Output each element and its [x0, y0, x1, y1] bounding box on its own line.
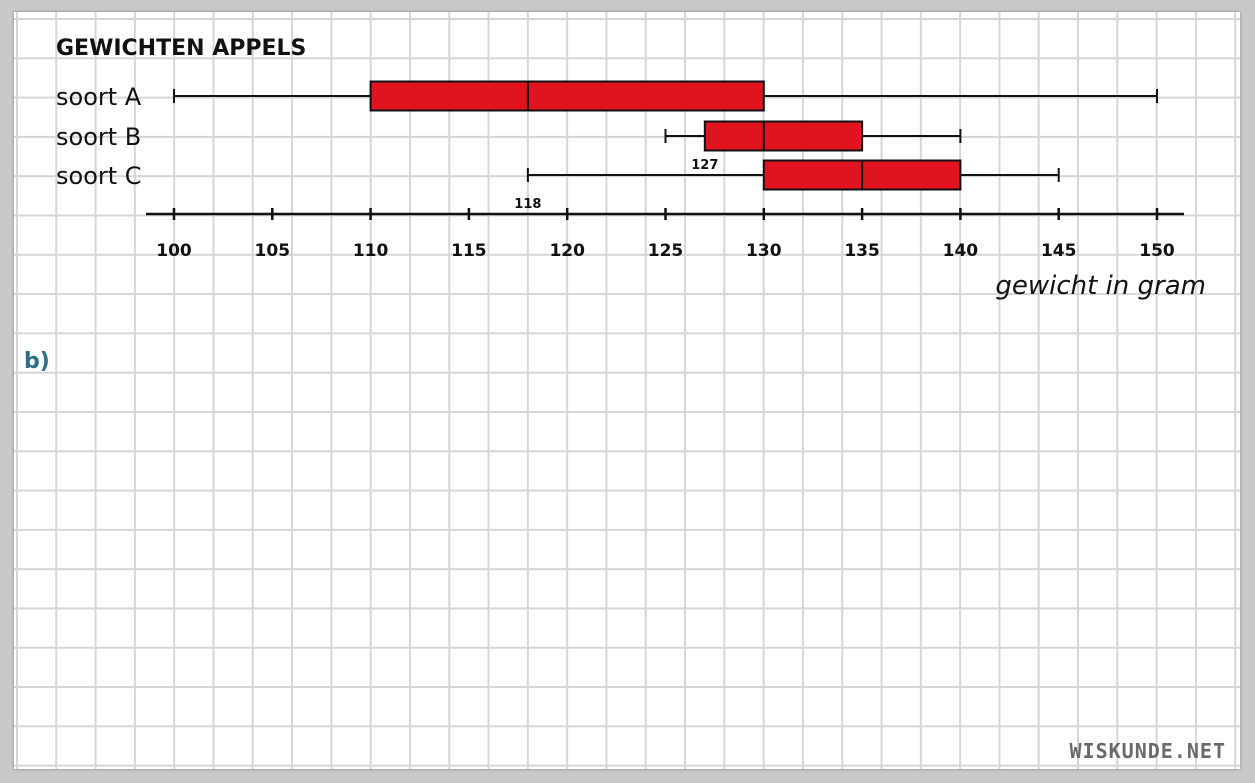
- x-tick-label: 100: [156, 241, 192, 261]
- annotation-label: 118: [514, 197, 541, 212]
- x-tick-label: 150: [1139, 241, 1175, 261]
- soort-a-box: [369, 80, 765, 112]
- x-tick-label: 120: [549, 241, 585, 261]
- x-axis-label: gewicht in gram: [995, 271, 1206, 301]
- x-tick-label: 140: [943, 241, 979, 261]
- x-tick-label: 130: [746, 241, 782, 261]
- soort-b-box: [703, 120, 864, 152]
- grid-paper: GEWICHTEN APPELS 100 105 110 115 120 125 130 13…: [14, 12, 1240, 769]
- x-tick-label: 145: [1041, 241, 1077, 261]
- x-tick-label: 135: [844, 241, 880, 261]
- part-b-label: b): [24, 349, 50, 374]
- watermark: WISKUNDE.NET: [1069, 739, 1226, 763]
- annotation-label: 127: [691, 158, 718, 173]
- chart-title: GEWICHTEN APPELS: [56, 36, 306, 61]
- x-tick-label: 125: [648, 241, 684, 261]
- soort-b-label: soort B: [56, 123, 141, 151]
- soort-c-label: soort C: [56, 162, 142, 190]
- x-tick-label: 105: [255, 241, 291, 261]
- x-tick-label: 115: [451, 241, 487, 261]
- soort-a-label: soort A: [56, 83, 142, 111]
- x-tick-label: 110: [353, 241, 389, 261]
- boxplot-chart: GEWICHTEN APPELS 100 105 110 115 120 125 130 13…: [56, 36, 1206, 301]
